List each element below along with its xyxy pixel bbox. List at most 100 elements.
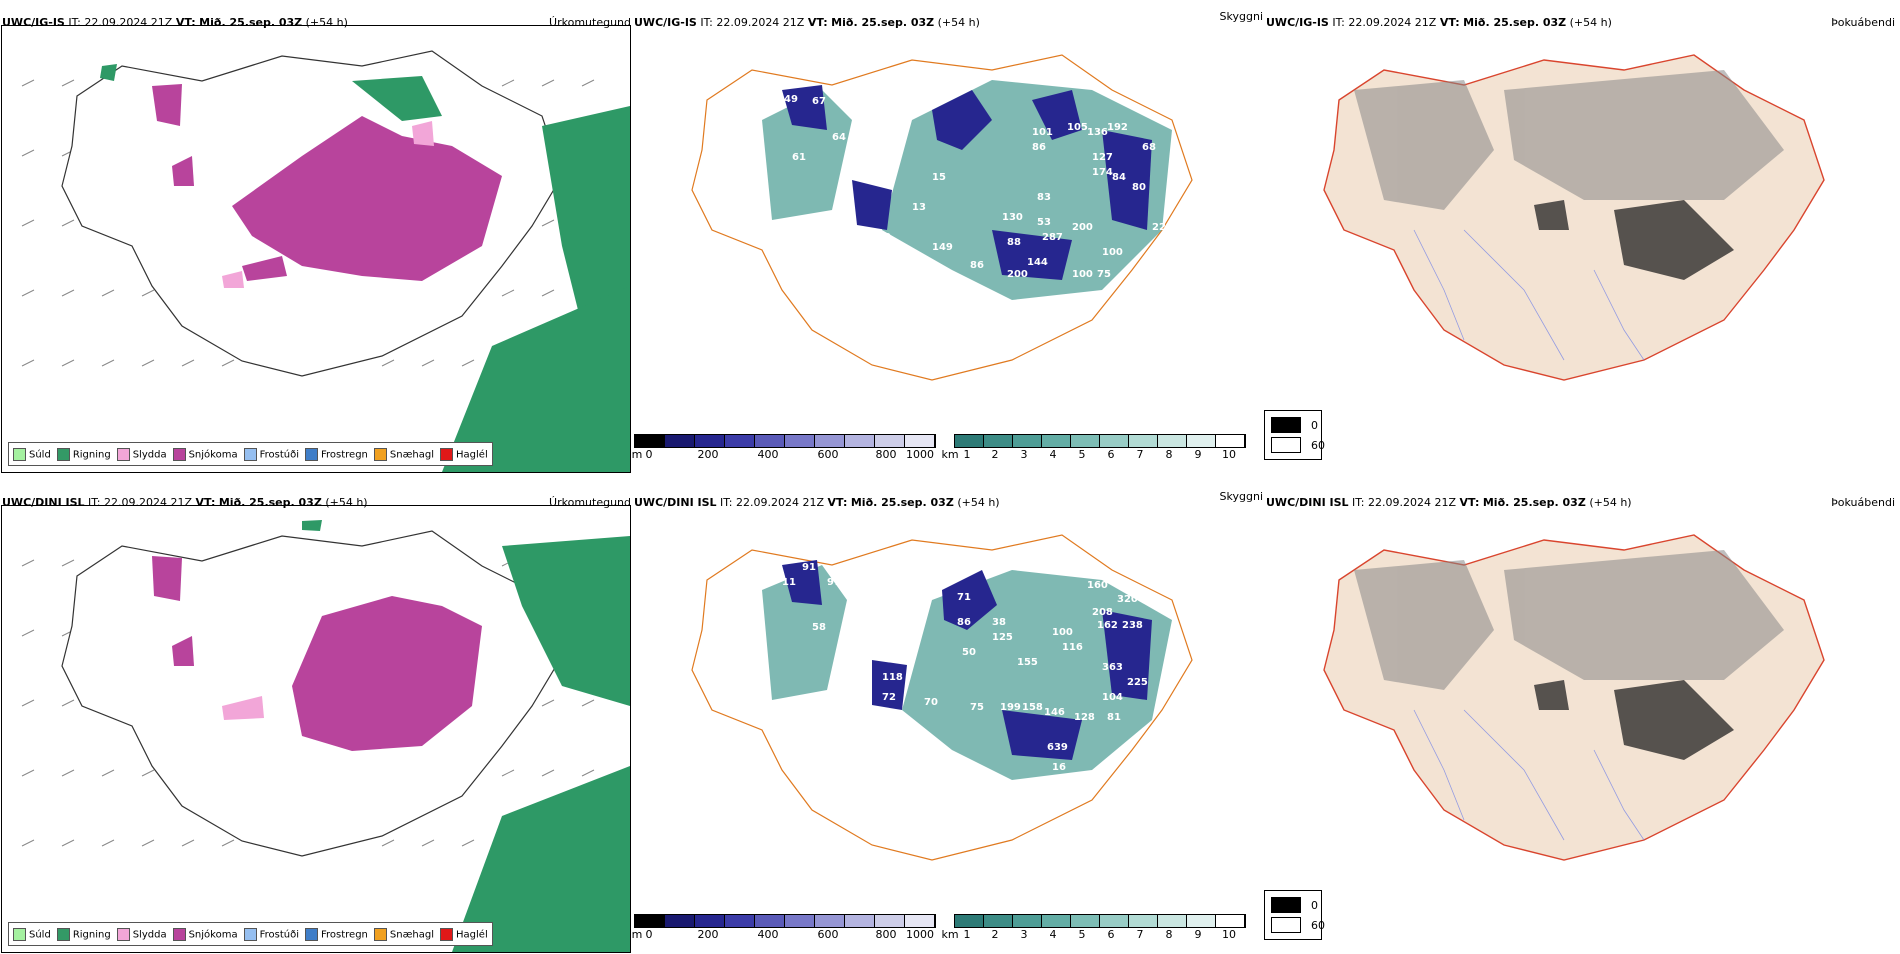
- svg-text:53: 53: [1037, 217, 1051, 228]
- it-label: IT:: [1352, 496, 1365, 509]
- it-label: IT:: [720, 496, 733, 509]
- panel-fog-row2: UWC/DINI ISL IT: 22.09.2024 21Z VT: Mið.…: [1264, 490, 1898, 954]
- map-frame: Súld Rigning Slydda Snjókoma Frostúði Fr…: [1, 25, 631, 473]
- svg-text:58: 58: [812, 622, 826, 633]
- svg-text:158: 158: [1022, 702, 1043, 713]
- height-colorbar: m 0 200 400 600 800 1000: [632, 914, 952, 948]
- it-label: IT:: [700, 16, 713, 29]
- svg-text:72: 72: [882, 692, 896, 703]
- svg-text:181: 181: [1167, 172, 1188, 183]
- svg-text:225: 225: [1127, 677, 1148, 688]
- tick: 5: [1078, 448, 1086, 461]
- vt-label: VT:: [827, 496, 848, 509]
- tick: 1000: [906, 928, 934, 941]
- it-label: IT:: [1332, 16, 1345, 29]
- fog-legend: 0 60: [1264, 410, 1325, 460]
- fog-map: [1323, 534, 1825, 861]
- tick: 400: [757, 448, 779, 461]
- tick: 8: [1165, 928, 1173, 941]
- precip-type-legend: Súld Rigning Slydda Snjókoma Frostúði Fr…: [8, 922, 493, 946]
- tick: 600: [817, 448, 839, 461]
- legend-item: Snjókoma: [172, 447, 238, 461]
- svg-text:71: 71: [957, 592, 971, 603]
- visibility-unit: km: [941, 928, 959, 941]
- legend-item: Slydda: [116, 447, 167, 461]
- svg-text:86: 86: [957, 617, 971, 628]
- vt-label: VT:: [807, 16, 828, 29]
- svg-text:75: 75: [970, 702, 984, 713]
- svg-text:80: 80: [1132, 182, 1146, 193]
- svg-text:84: 84: [1112, 172, 1126, 183]
- svg-text:363: 363: [1102, 662, 1123, 673]
- legend-item: Frostúði: [243, 447, 299, 461]
- legend-item: Haglél: [440, 447, 488, 461]
- model-name: UWC/DINI ISL: [634, 496, 717, 509]
- tick: 7: [1136, 928, 1144, 941]
- svg-text:287: 287: [1042, 232, 1063, 243]
- fog-legend-max: 60: [1311, 918, 1325, 932]
- svg-text:34: 34: [927, 862, 941, 873]
- tick: 2: [991, 448, 999, 461]
- svg-text:49: 49: [784, 94, 798, 105]
- legend-item: Snjókoma: [172, 927, 238, 941]
- tick: 200: [697, 928, 719, 941]
- tick: 800: [875, 448, 897, 461]
- svg-text:208: 208: [1092, 607, 1113, 618]
- svg-text:80: 80: [877, 232, 891, 243]
- svg-text:155: 155: [1017, 657, 1038, 668]
- fog-legend-min: 0: [1311, 898, 1318, 912]
- panel-header: UWC/DINI ISL IT: 22.09.2024 21Z VT: Mið.…: [1264, 490, 1898, 514]
- tick: 4: [1049, 928, 1057, 941]
- panel-fog-row1: UWC/IG-IS IT: 22.09.2024 21Z VT: Mið. 25…: [1264, 10, 1898, 474]
- svg-text:192: 192: [1107, 122, 1128, 133]
- legend-item: Súld: [13, 447, 51, 461]
- svg-text:105: 105: [1067, 122, 1088, 133]
- svg-text:639: 639: [1047, 742, 1068, 753]
- tick: 0: [645, 928, 653, 941]
- visibility-labels: 49 67 64 61 84 31 80 71 70 149 86 200 14…: [784, 94, 1188, 403]
- svg-text:68: 68: [1142, 142, 1156, 153]
- svg-text:100: 100: [1102, 247, 1123, 258]
- svg-text:86: 86: [970, 260, 984, 271]
- vt-label: VT:: [1459, 496, 1480, 509]
- svg-text:97: 97: [827, 577, 841, 588]
- tick: 3: [1020, 448, 1028, 461]
- svg-text:199: 199: [1000, 702, 1021, 713]
- svg-text:34: 34: [812, 717, 826, 728]
- tick: 4: [1049, 448, 1057, 461]
- svg-text:118: 118: [882, 672, 903, 683]
- svg-text:67: 67: [812, 96, 826, 107]
- panel-header: UWC/DINI ISL IT: 22.09.2024 21Z VT: Mið.…: [632, 490, 1266, 514]
- lead-time: (+54 h): [957, 496, 1000, 509]
- panel-visibility-row2: UWC/DINI ISL IT: 22.09.2024 21Z VT: Mið.…: [632, 490, 1266, 954]
- tick: 200: [697, 448, 719, 461]
- valid-time: Mið. 25.sep. 03Z: [1482, 496, 1586, 509]
- svg-text:162: 162: [1097, 620, 1118, 631]
- model-name: UWC/IG-IS: [1266, 16, 1329, 29]
- visibility-labels: 91 97 77 11 58 82 77 118 72 70 75 199 15…: [752, 562, 1148, 873]
- legend-item: Rigning: [56, 447, 111, 461]
- tick: 9: [1194, 928, 1202, 941]
- visibility-unit: km: [941, 448, 959, 461]
- height-unit: m: [631, 448, 643, 461]
- tick: 1: [963, 448, 971, 461]
- svg-text:84: 84: [822, 232, 836, 243]
- svg-text:320: 320: [1117, 594, 1138, 605]
- svg-text:130: 130: [1002, 212, 1023, 223]
- svg-text:101: 101: [1032, 127, 1053, 138]
- svg-text:146: 146: [1044, 707, 1065, 718]
- svg-text:34: 34: [942, 857, 956, 868]
- svg-text:83: 83: [1037, 192, 1051, 203]
- tick: 0: [645, 448, 653, 461]
- legend-item: Slydda: [116, 927, 167, 941]
- panel-title: Þokuábendi: [1831, 496, 1895, 509]
- model-name: UWC/IG-IS: [634, 16, 697, 29]
- tick: 9: [1194, 448, 1202, 461]
- svg-text:64: 64: [832, 132, 846, 143]
- svg-text:104: 104: [1102, 692, 1123, 703]
- tick: 5: [1078, 928, 1086, 941]
- legend-item: Rigning: [56, 927, 111, 941]
- fog-legend-max: 60: [1311, 438, 1325, 452]
- tick: 600: [817, 928, 839, 941]
- svg-text:12: 12: [937, 392, 951, 403]
